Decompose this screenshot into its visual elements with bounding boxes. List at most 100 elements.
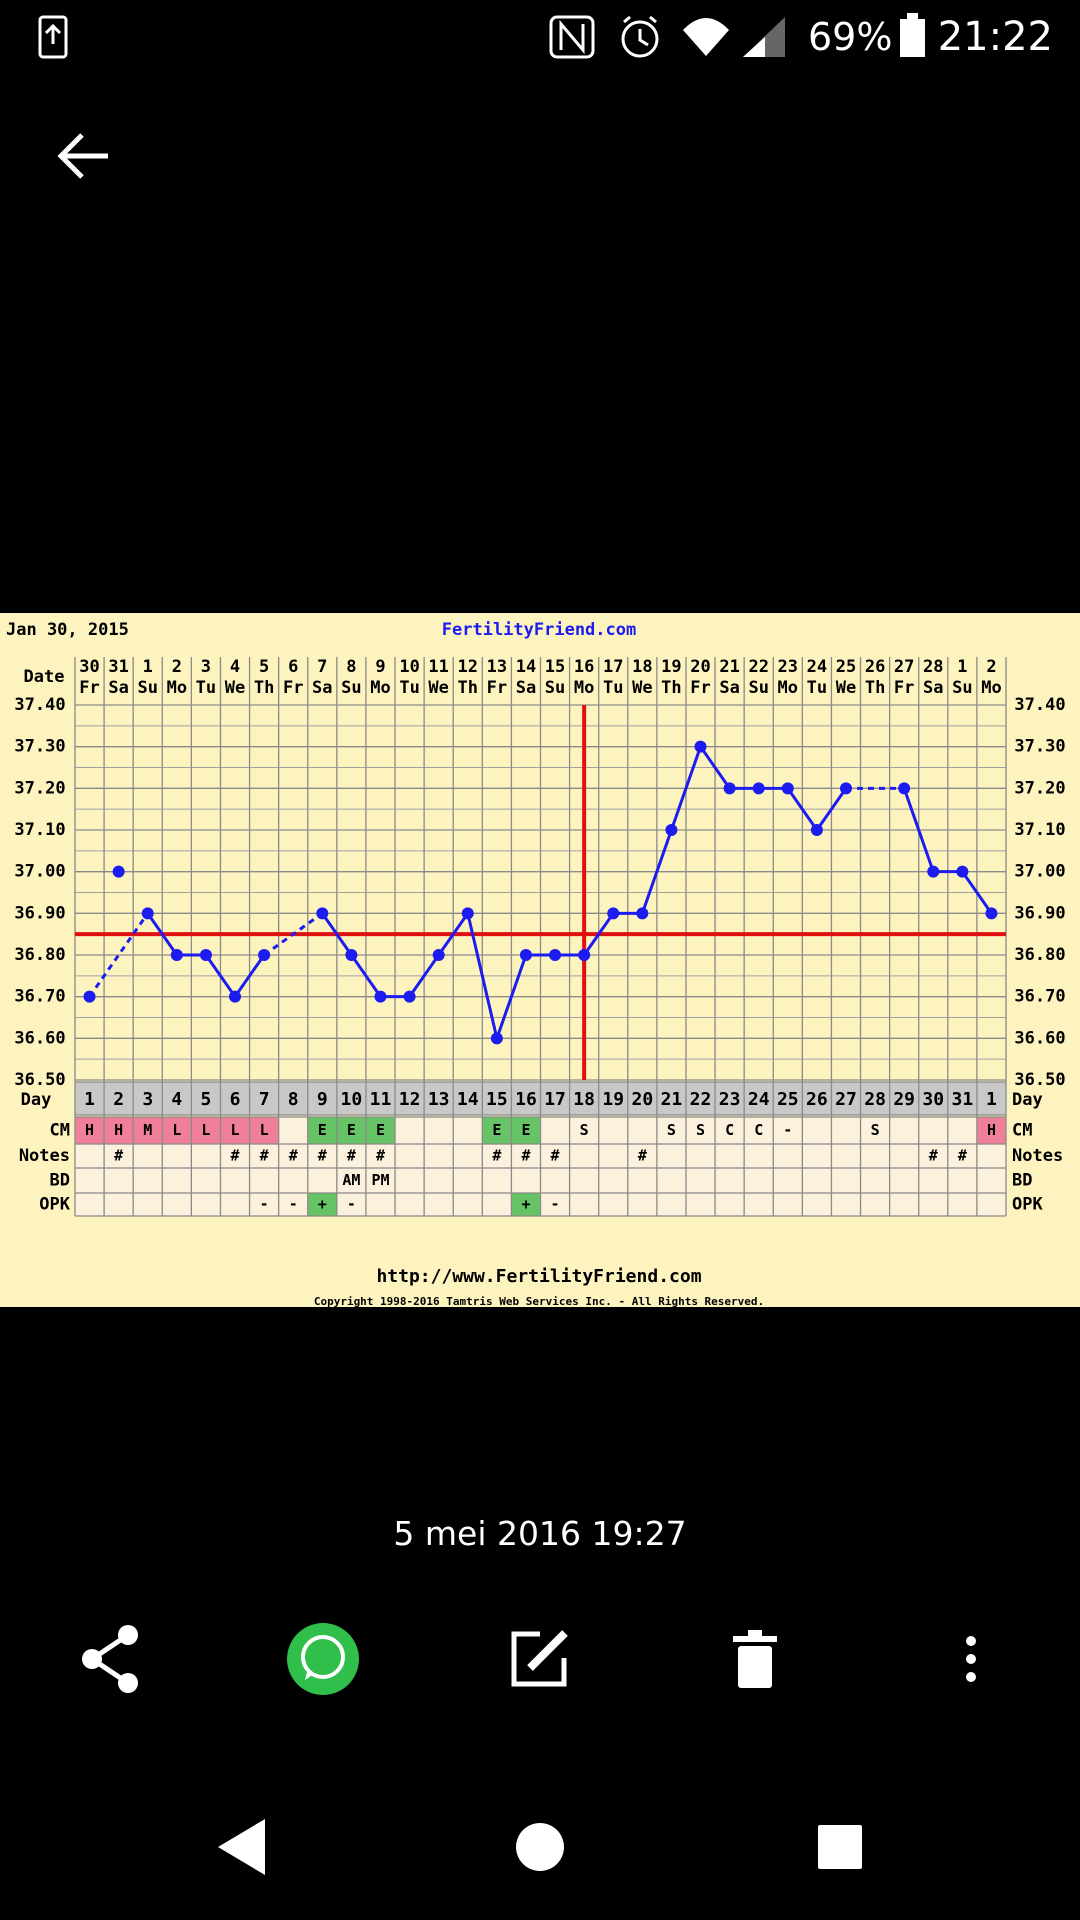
day-label: 11 bbox=[370, 1089, 392, 1110]
cell-text: H bbox=[114, 1121, 123, 1139]
date-label: 19 bbox=[661, 657, 681, 677]
nav-back[interactable] bbox=[218, 1819, 265, 1875]
whatsapp-button[interactable] bbox=[287, 1623, 359, 1695]
edit-button[interactable] bbox=[511, 1630, 568, 1687]
day-label: 1 bbox=[986, 1089, 997, 1110]
cell-text: S bbox=[696, 1121, 705, 1139]
date-label: 24 bbox=[807, 657, 827, 677]
chart-start-date: Jan 30, 2015 bbox=[6, 620, 129, 640]
y-tick-label-right: 37.30 bbox=[1014, 737, 1065, 757]
more-dot bbox=[966, 1636, 976, 1646]
cell-text: L bbox=[260, 1121, 269, 1139]
nav-home[interactable] bbox=[516, 1823, 564, 1871]
weekday-label: Su bbox=[952, 678, 972, 698]
weekday-label: Sa bbox=[312, 678, 332, 698]
weekday-label: Fr bbox=[894, 678, 914, 698]
day-label: 19 bbox=[602, 1089, 624, 1110]
date-label: 13 bbox=[487, 657, 507, 677]
weekday-label: Su bbox=[341, 678, 361, 698]
cell-text: - bbox=[260, 1195, 269, 1213]
nfc-icon bbox=[549, 15, 595, 59]
nfc-n bbox=[559, 19, 585, 55]
cell-highlight bbox=[220, 1117, 250, 1144]
day-label: 28 bbox=[864, 1089, 886, 1110]
cell-text: - bbox=[551, 1195, 560, 1213]
cell-text: C bbox=[725, 1121, 734, 1139]
edit-pen bbox=[527, 1630, 568, 1671]
cell-text: # bbox=[492, 1147, 501, 1165]
temperature-point bbox=[229, 990, 242, 1003]
cell-text: # bbox=[231, 1147, 240, 1165]
cell-text: # bbox=[376, 1147, 385, 1165]
row-label-right: BD bbox=[1012, 1171, 1032, 1191]
cell-text: # bbox=[638, 1147, 647, 1165]
day-label: 29 bbox=[893, 1089, 915, 1110]
footer-url: http://www.FertilityFriend.com bbox=[376, 1266, 701, 1287]
day-label: 26 bbox=[806, 1089, 828, 1110]
share-lines bbox=[87, 1632, 130, 1686]
weekday-label: Tu bbox=[399, 678, 419, 698]
date-label: 14 bbox=[516, 657, 536, 677]
temperature-point bbox=[781, 782, 794, 795]
date-label: 9 bbox=[375, 657, 385, 677]
temperature-point bbox=[432, 949, 445, 961]
row-label: Day bbox=[21, 1090, 52, 1110]
y-tick-label: 36.90 bbox=[14, 903, 65, 923]
temperature-segment bbox=[495, 954, 528, 1039]
share-button[interactable] bbox=[82, 1625, 138, 1693]
temperature-segment bbox=[263, 912, 324, 957]
row-label-right: OPK bbox=[1012, 1195, 1043, 1215]
more-button[interactable] bbox=[966, 1636, 976, 1682]
weekday-label: Fr bbox=[487, 678, 507, 698]
temperature-point bbox=[752, 782, 765, 795]
cell-text: C bbox=[754, 1121, 763, 1139]
cell-highlight bbox=[336, 1117, 366, 1144]
delete-button[interactable] bbox=[733, 1630, 777, 1688]
weekday-label: Tu bbox=[807, 678, 827, 698]
photo-date: 5 mei 2016 19:27 bbox=[393, 1514, 686, 1553]
cell-highlight bbox=[104, 1117, 134, 1144]
row-label: CM bbox=[50, 1121, 70, 1141]
bin-lid bbox=[733, 1636, 777, 1642]
cell-text: - bbox=[289, 1195, 298, 1213]
date-label: 7 bbox=[317, 657, 327, 677]
weekday-label: We bbox=[225, 678, 245, 698]
temperature-segment bbox=[902, 787, 935, 873]
y-tick-label: 36.60 bbox=[14, 1028, 65, 1048]
cell-text: PM bbox=[371, 1171, 389, 1189]
screenshot-arrow bbox=[44, 23, 62, 44]
date-label: 26 bbox=[865, 657, 885, 677]
cell-text: + bbox=[521, 1195, 530, 1213]
temperature-point bbox=[83, 990, 96, 1003]
cell-text: + bbox=[318, 1195, 327, 1213]
weekday-label: Tu bbox=[196, 678, 216, 698]
temperature-point bbox=[170, 949, 183, 961]
temperature-point bbox=[316, 907, 329, 920]
y-tick-label-right: 36.60 bbox=[1014, 1028, 1065, 1048]
cell-text: S bbox=[667, 1121, 676, 1139]
cell-text: M bbox=[143, 1121, 152, 1139]
y-tick-label-right: 36.80 bbox=[1014, 945, 1065, 965]
temperature-point bbox=[636, 907, 649, 920]
weekday-label: Su bbox=[748, 678, 768, 698]
cell-highlight bbox=[191, 1117, 221, 1144]
nav-recents[interactable] bbox=[818, 1825, 862, 1869]
cell-text: H bbox=[85, 1121, 94, 1139]
temperature-point bbox=[374, 990, 387, 1003]
cell-text: # bbox=[929, 1147, 938, 1165]
temperature-segment bbox=[640, 829, 673, 914]
day-label: 14 bbox=[457, 1089, 479, 1110]
temperature-point bbox=[345, 949, 358, 961]
day-label: 13 bbox=[428, 1089, 450, 1110]
temperature-segment bbox=[786, 787, 819, 831]
cell-highlight bbox=[162, 1117, 192, 1144]
back-button[interactable] bbox=[57, 133, 108, 179]
temperature-point bbox=[403, 990, 416, 1003]
discarded-point bbox=[112, 865, 125, 878]
y-tick-label: 37.40 bbox=[14, 695, 65, 715]
temperature-segment bbox=[466, 912, 499, 1039]
cell-text: - bbox=[347, 1195, 356, 1213]
day-label: 17 bbox=[544, 1089, 566, 1110]
signal-icon bbox=[743, 17, 785, 57]
cell-text: E bbox=[347, 1121, 356, 1139]
